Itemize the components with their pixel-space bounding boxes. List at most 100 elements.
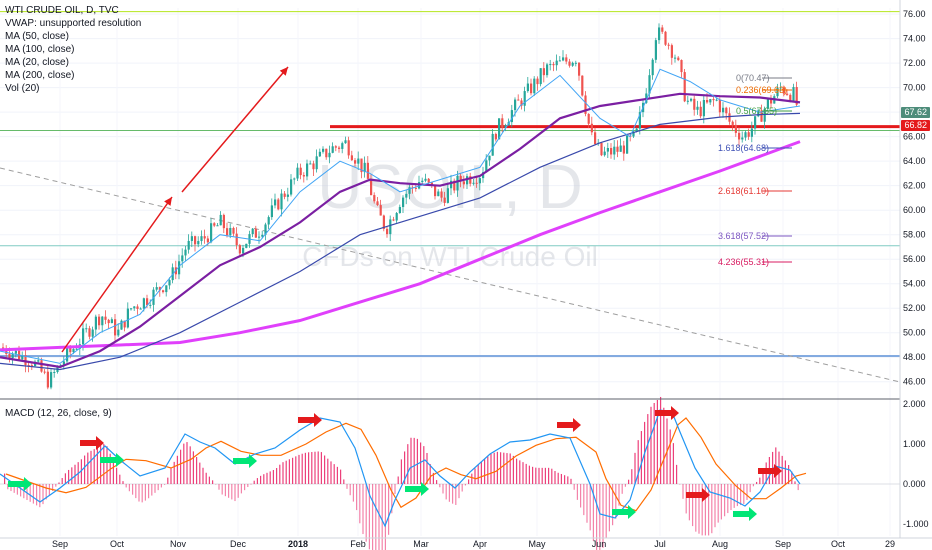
macd-hist-bar — [269, 471, 271, 484]
level-price-tag: 66.82 — [901, 120, 930, 131]
macd-hist-bar — [528, 465, 530, 484]
candle-body — [712, 99, 715, 101]
macd-hist-bar — [410, 437, 412, 484]
candle-body — [98, 316, 101, 326]
candle-body — [539, 68, 542, 85]
candle-body — [91, 329, 94, 337]
candle-body — [146, 298, 149, 306]
candle-body — [664, 31, 667, 45]
candle-body — [203, 236, 206, 239]
green-arrow — [405, 482, 429, 496]
macd-hist-bar — [212, 480, 214, 484]
macd-hist-bar — [132, 484, 134, 495]
macd-hist-bar — [340, 469, 342, 484]
macd-hist-bar — [436, 480, 438, 484]
candle-body — [782, 87, 785, 94]
macd-hist-bar — [634, 452, 636, 484]
macd-hist-bar — [794, 481, 796, 484]
macd-hist-bar — [724, 484, 726, 517]
candle-body — [354, 160, 357, 164]
macd-hist-bar — [199, 462, 201, 484]
candle-body — [27, 365, 30, 367]
macd-hist-bar — [292, 457, 294, 484]
macd-hist-bar — [36, 484, 38, 506]
macd-hist-bar — [746, 484, 748, 500]
macd-hist-bar — [602, 484, 604, 548]
price-tick-label: 50.00 — [903, 328, 926, 338]
macd-hist-bar — [445, 484, 447, 500]
macd-hist-bar — [490, 453, 492, 484]
macd-hist-bar — [346, 484, 348, 489]
macd-hist-bar — [679, 484, 681, 485]
candle-body — [718, 99, 721, 113]
candle-body — [453, 180, 456, 191]
time-tick-label: Mar — [413, 539, 429, 549]
macd-hist-bar — [68, 469, 70, 484]
candle-body — [658, 27, 661, 41]
candle-body — [283, 193, 286, 197]
candle-body — [43, 371, 46, 373]
candle-body — [181, 255, 184, 262]
time-tick-label: May — [528, 539, 546, 549]
macd-hist-bar — [532, 466, 534, 484]
candle-body — [325, 148, 328, 158]
macd-hist-bar — [461, 484, 463, 492]
macd-hist-bar — [314, 451, 316, 484]
macd-hist-bar — [480, 461, 482, 484]
macd-hist-bar — [260, 475, 262, 484]
macd-hist-bar — [660, 396, 662, 484]
candle-body — [178, 261, 181, 275]
candle-body — [226, 228, 229, 236]
macd-hist-bar — [135, 484, 137, 499]
macd-hist-bar — [276, 468, 278, 484]
candle-body — [421, 180, 424, 183]
macd-hist-bar — [375, 484, 377, 550]
candle-body — [187, 240, 190, 250]
candle-body — [101, 316, 104, 326]
candle-body — [200, 236, 203, 242]
macd-hist-bar — [61, 478, 63, 484]
macd-hist-bar — [250, 483, 252, 485]
candle-body — [504, 125, 507, 128]
candle-body — [635, 128, 638, 132]
candle-body — [405, 193, 408, 198]
ma200-line — [0, 140, 801, 352]
macd-hist-bar — [407, 444, 409, 484]
candle-body — [632, 131, 635, 137]
macd-hist-bar — [327, 458, 329, 484]
macd-hist-bar — [224, 484, 226, 497]
candle-body — [219, 214, 222, 226]
macd-hist-bar — [797, 484, 799, 491]
candle-body — [789, 94, 792, 101]
candle-body — [731, 121, 734, 125]
macd-hist-bar — [244, 484, 246, 491]
fib-extension: 0(70.47) 0.236(69.63) 0.5(67.65) 1.618(64.6… — [718, 73, 792, 267]
green-arrow — [8, 477, 32, 491]
macd-hist-bar — [439, 484, 441, 488]
macd-hist-bar — [151, 484, 153, 496]
macd-hist-bar — [704, 484, 706, 536]
macd-tick-label: 0.000 — [903, 479, 926, 489]
macd-hist-bar — [576, 484, 578, 500]
candle-body — [536, 78, 539, 85]
green-arrow — [733, 507, 757, 521]
candle-body — [488, 155, 491, 161]
candle-body — [725, 107, 728, 114]
macd-hist-bar — [535, 467, 537, 484]
candle-body — [290, 179, 293, 195]
candle-body — [85, 328, 88, 330]
macd-hist-bar — [759, 477, 761, 484]
candle-body — [366, 162, 369, 179]
macd-hist-bar — [570, 478, 572, 484]
candle-body — [2, 347, 5, 349]
macd-hist-bar — [285, 460, 287, 484]
macd-hist-bar — [583, 484, 585, 516]
macd-hist-bar — [359, 484, 361, 524]
candle-body — [440, 191, 443, 198]
macd-hist-bar — [160, 484, 162, 488]
candle-body — [722, 107, 725, 113]
macd-hist-bar — [541, 467, 543, 484]
red-arrow — [298, 413, 322, 427]
macd-hist-bar — [141, 484, 143, 503]
